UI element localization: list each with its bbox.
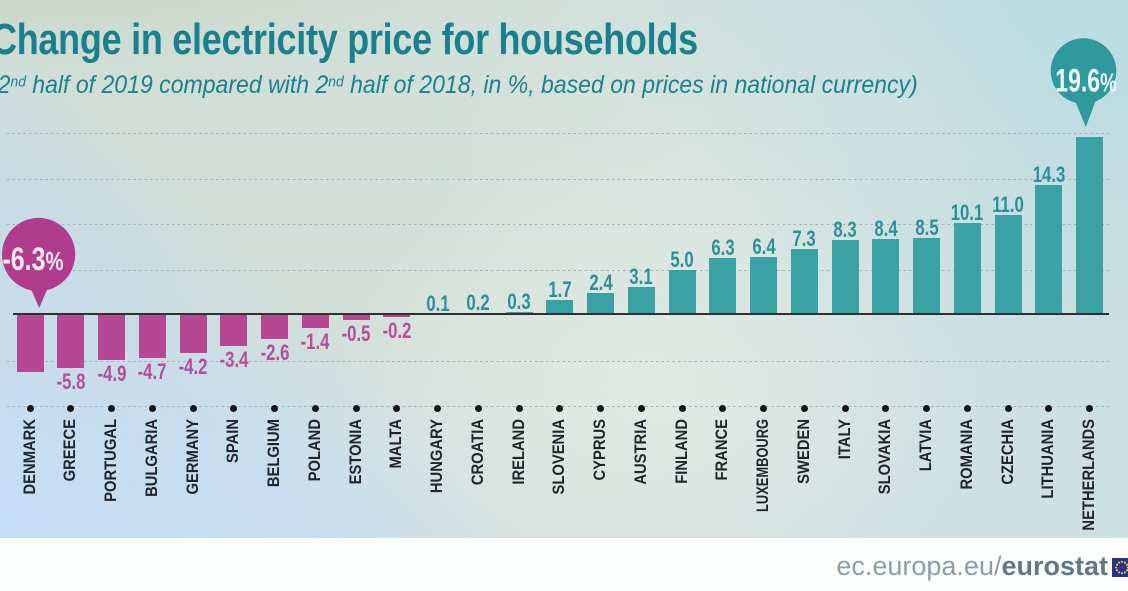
svg-text:-6.3%: -6.3%	[2, 242, 63, 278]
svg-text:19.6%: 19.6%	[1055, 63, 1116, 99]
